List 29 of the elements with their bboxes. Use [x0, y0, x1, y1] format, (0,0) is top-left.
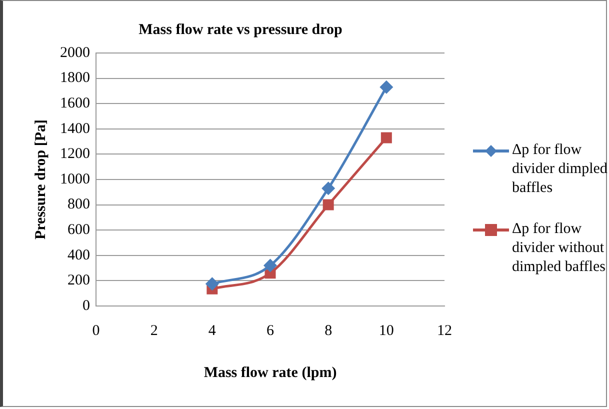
- x-axis-title: Mass flow rate (lpm): [204, 364, 337, 381]
- y-tick-label: 0: [82, 298, 90, 314]
- y-tick-label: 800: [68, 196, 90, 213]
- y-tick-label: 1000: [60, 171, 90, 188]
- point: [322, 182, 335, 195]
- point: [264, 259, 276, 272]
- x-tick-label: 2: [150, 322, 158, 339]
- y-tick-label: 1800: [60, 70, 90, 86]
- chart-title: Mass flow rate vs pressure drop: [138, 22, 342, 38]
- point: [380, 80, 393, 94]
- x-tick-label: 4: [208, 322, 216, 339]
- y-tick-label: 1200: [60, 146, 90, 162]
- x-tick-label: 0: [92, 322, 100, 339]
- point: [380, 132, 392, 144]
- y-axis-title: Pressure drop [Pa]: [32, 120, 49, 240]
- x-tick-label: 12: [437, 322, 452, 339]
- point: [322, 199, 334, 210]
- legend-label: Δp for flow divider without dimpled baffles: [512, 220, 606, 277]
- legend-label: Δp for flow divider dimpled baffles: [512, 141, 608, 198]
- x-tick-label: 6: [266, 322, 274, 339]
- x-tick-label: 10: [378, 322, 394, 339]
- point: [206, 278, 218, 290]
- x-tick-label: 8: [324, 322, 332, 339]
- y-tick-label: 400: [68, 247, 90, 264]
- y-tick-label: 2000: [60, 44, 90, 61]
- y-tick-label: 1400: [60, 120, 90, 137]
- y-tick-label: 1600: [60, 96, 90, 112]
- y-tick-label: 200: [68, 272, 90, 289]
- y-tick-label: 600: [68, 222, 90, 238]
